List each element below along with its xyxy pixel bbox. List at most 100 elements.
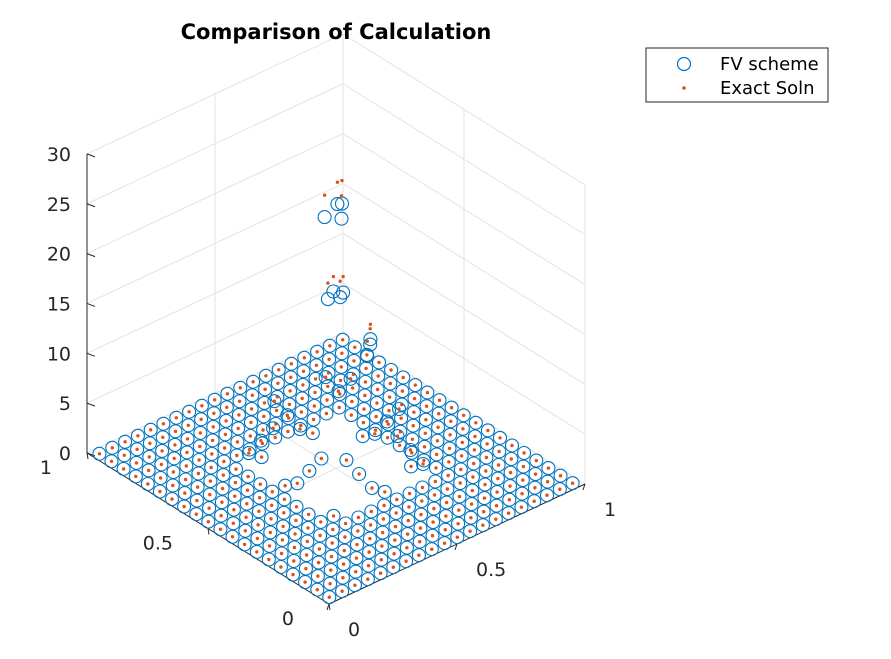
exact-point-grid-5-4 bbox=[343, 535, 347, 539]
fv-point-grid-15-4 bbox=[465, 469, 480, 485]
exact-point-grid-18-1 bbox=[545, 480, 550, 484]
fv-point-grid-1-10 bbox=[214, 508, 229, 523]
exact-point-grid-14-16 bbox=[313, 390, 317, 395]
fv-point-grid-7-2 bbox=[387, 533, 402, 548]
exact-point-grid-13-19 bbox=[264, 374, 268, 378]
legend-marker-fv-scheme bbox=[676, 56, 692, 72]
fv-point-grid-14-13 bbox=[344, 408, 359, 423]
z-tick-label-30: 30 bbox=[47, 144, 71, 166]
fv-point-grid-15-8 bbox=[417, 439, 432, 454]
fv-point-grid-19-14 bbox=[396, 370, 411, 385]
fv-point-grid-10-16 bbox=[256, 409, 271, 424]
fv-point-grid-0-13 bbox=[164, 492, 180, 507]
exact-point-grid-10-1 bbox=[443, 528, 447, 532]
exact-point-grid-14-14 bbox=[337, 405, 341, 410]
fv-point-grid-15-0 bbox=[514, 500, 529, 515]
exact-point-grid-14-2 bbox=[482, 496, 487, 500]
exact-point-grid-1-5 bbox=[279, 551, 284, 556]
fv-point-grid-16-2 bbox=[502, 479, 518, 494]
exact-point-grid-0-1 bbox=[315, 588, 319, 592]
exact-point-grid-9-4 bbox=[394, 511, 398, 515]
exact-point-grid-7-15 bbox=[235, 440, 240, 444]
exact-point-grid-19-11 bbox=[437, 398, 442, 402]
exact-point-peak-4 bbox=[368, 327, 372, 331]
fv-point-grid-4-12 bbox=[228, 475, 243, 490]
fv-point-grid-7-6 bbox=[339, 453, 354, 468]
fv-point-grid-11-4 bbox=[414, 493, 429, 509]
fv-point-grid-6-6 bbox=[326, 508, 341, 523]
fv-point-grid-14-4 bbox=[453, 475, 468, 491]
fv-point-grid-11-18 bbox=[245, 388, 260, 403]
fv-point-grid-10-13 bbox=[292, 422, 308, 437]
exact-point-grid-19-1 bbox=[558, 474, 563, 478]
fv-point-grid-13-12 bbox=[343, 371, 358, 386]
exact-point-grid-11-1 bbox=[456, 522, 460, 526]
exact-point-grid-15-16 bbox=[326, 384, 330, 389]
exact-point-grid-9-13 bbox=[285, 413, 289, 417]
fv-point-grid-13-4 bbox=[440, 481, 455, 497]
fv-point-grid-16-16 bbox=[333, 373, 348, 388]
fv-point-grid-0-18 bbox=[104, 454, 119, 469]
fv-point-grid-17-14 bbox=[370, 382, 385, 397]
fv-point-grid-6-7 bbox=[314, 451, 329, 466]
fv-point-grid-18-12 bbox=[407, 391, 422, 406]
exact-point-grid-12-14 bbox=[311, 417, 316, 422]
fv-point-grid-17-16 bbox=[346, 367, 361, 382]
fv-point-grid-0-1 bbox=[310, 582, 325, 597]
exact-point-grid-15-2 bbox=[495, 490, 499, 494]
exact-point-grid-7-1 bbox=[405, 546, 409, 550]
exact-point-grid-0-17 bbox=[121, 467, 126, 471]
exact-point-grid-12-1 bbox=[469, 516, 473, 520]
exact-point-grid-7-6 bbox=[344, 458, 349, 462]
exact-point-grid-14-10 bbox=[385, 436, 390, 440]
exact-point-grid-1-13 bbox=[183, 491, 187, 495]
fv-point-grid-1-8 bbox=[238, 523, 253, 538]
exact-point-grid-3-11 bbox=[233, 494, 237, 498]
fv-point-grid-18-4 bbox=[504, 451, 519, 467]
exact-point-grid-5-3 bbox=[355, 542, 359, 547]
fv-point-grid-3-6 bbox=[288, 526, 303, 541]
exact-point-grid-3-6 bbox=[293, 532, 297, 536]
fv-point-grid-9-14 bbox=[268, 430, 283, 445]
exact-point-grid-19-12 bbox=[425, 390, 430, 395]
exact-point-grid-17-7 bbox=[460, 440, 464, 445]
exact-point-grid-6-16 bbox=[210, 438, 215, 443]
fv-point-grid-2-12 bbox=[202, 487, 217, 502]
fv-point-grid-14-6 bbox=[428, 460, 444, 475]
exact-point-grid-0-18 bbox=[109, 459, 114, 463]
exact-point-grid-13-1 bbox=[482, 510, 486, 514]
fv-point-grid-17-10 bbox=[418, 412, 433, 427]
exact-point-grid-18-17 bbox=[352, 359, 356, 363]
exact-point-grid-1-2 bbox=[316, 574, 320, 578]
exact-point-grid-19-15 bbox=[389, 368, 393, 372]
exact-point-grid-0-8 bbox=[230, 535, 235, 539]
exact-point-peak-8 bbox=[341, 274, 345, 279]
exact-point-grid-1-12 bbox=[195, 498, 199, 503]
exact-point-grid-7-17 bbox=[211, 425, 215, 429]
exact-point-grid-14-11 bbox=[373, 428, 378, 432]
fv-point-grid-13-13 bbox=[331, 384, 346, 399]
exact-point-grid-6-2 bbox=[380, 544, 384, 548]
exact-point-grid-16-3 bbox=[496, 476, 500, 481]
exact-point-grid-2-10 bbox=[232, 508, 236, 512]
fv-point-grid-2-10 bbox=[226, 502, 241, 517]
exact-point-peak-3 bbox=[322, 193, 327, 197]
exact-point-grid-3-4 bbox=[317, 547, 322, 551]
exact-point-grid-15-14 bbox=[350, 399, 354, 404]
exact-point-grid-19-9 bbox=[462, 413, 466, 417]
fv-point-grid-19-0 bbox=[565, 476, 580, 491]
exact-point-grid-5-1 bbox=[379, 558, 383, 562]
fv-point-grid-9-6 bbox=[364, 480, 380, 496]
exact-point-grid-15-19 bbox=[289, 362, 294, 366]
exact-point-grid-8-0 bbox=[430, 547, 434, 551]
exact-point-grid-0-14 bbox=[158, 489, 162, 494]
exact-point-grid-19-14 bbox=[401, 375, 405, 380]
exact-point-grid-10-0 bbox=[455, 535, 459, 539]
exact-point-grid-3-15 bbox=[184, 464, 188, 468]
fv-point-grid-6-2 bbox=[374, 539, 389, 554]
fv-point-grid-11-6 bbox=[390, 429, 405, 444]
exact-point-grid-14-9 bbox=[398, 443, 402, 447]
fv-point-grid-19-12 bbox=[420, 385, 435, 400]
fv-point-grid-14-14 bbox=[332, 400, 347, 415]
exact-point-grid-12-5 bbox=[420, 485, 425, 490]
